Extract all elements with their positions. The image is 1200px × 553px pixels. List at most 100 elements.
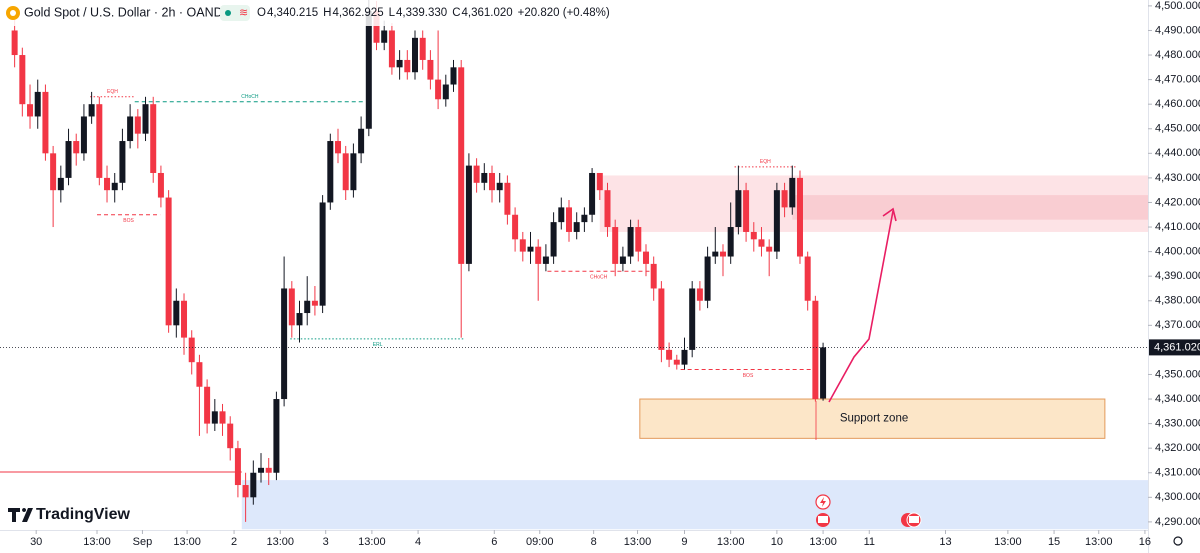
candle-body (119, 141, 126, 183)
y-tick-label: 4,500.000 (1155, 0, 1200, 12)
candle-body (396, 59, 403, 68)
ohlc-key: O (257, 7, 266, 19)
candle-body (165, 197, 172, 326)
x-tick-label: 9 (681, 536, 687, 548)
candle-body (96, 104, 103, 178)
x-tick-label: 30 (30, 536, 42, 548)
level-label: EQH (107, 89, 118, 95)
candle-body (404, 59, 411, 73)
candle-body (311, 300, 318, 306)
x-tick-label: 16 (1139, 536, 1151, 548)
x-tick-label: 15 (1048, 536, 1060, 548)
candle-body (458, 67, 465, 264)
candle-body (820, 347, 827, 399)
x-tick-label: 13:00 (809, 536, 837, 548)
candle-body (134, 116, 141, 134)
y-tick-label: 4,440.000 (1155, 147, 1200, 159)
zone (241, 480, 1148, 530)
candle-body (173, 300, 180, 326)
candle-body (319, 202, 326, 306)
candle-body (488, 172, 496, 191)
candle-body (473, 165, 480, 183)
symbol-title[interactable]: Gold Spot / U.S. Dollar · 2h · OANDA (24, 5, 232, 19)
candle-body (412, 37, 419, 73)
level-label: CHoCH (590, 275, 608, 281)
x-tick-label: 13:00 (83, 536, 111, 548)
last-price-label: 4,361.020 (1154, 341, 1200, 353)
y-tick-label: 4,320.000 (1155, 442, 1200, 454)
x-tick-label: Sep (133, 536, 153, 548)
zone (792, 195, 1148, 220)
x-tick-label: 10 (771, 536, 783, 548)
ohlc-key: L (389, 7, 396, 19)
candle-body (727, 227, 734, 257)
candle-body (681, 349, 688, 365)
candle-body (535, 246, 542, 264)
candle-body (450, 67, 457, 85)
candle-body (627, 227, 634, 257)
status-badge[interactable] (220, 5, 250, 21)
candle-body (796, 177, 803, 257)
projection-arrow (828, 210, 894, 403)
candle-body (304, 300, 311, 314)
x-tick-label: 11 (864, 536, 875, 548)
candle-body (750, 231, 757, 240)
candle-body (57, 177, 64, 191)
x-tick-label: 6 (491, 536, 497, 548)
candle-body (258, 467, 265, 473)
y-tick-label: 4,300.000 (1155, 491, 1200, 503)
candle-body (350, 153, 357, 191)
header-bg (0, 0, 570, 26)
candle-body (127, 116, 134, 142)
x-tick-label: 13:00 (624, 536, 652, 548)
candle-body (427, 59, 434, 80)
y-tick-label: 4,450.000 (1155, 123, 1200, 135)
x-tick-label: 8 (591, 536, 597, 548)
candle-body (596, 172, 603, 191)
candle-body (388, 30, 395, 68)
candle-body (342, 153, 349, 191)
candle-body (211, 411, 218, 424)
candle-body (589, 172, 596, 215)
y-tick-label: 4,420.000 (1155, 196, 1200, 208)
price-change: +20.820 (+0.48%) (518, 7, 610, 19)
ohlc-value: 4,339.330 (396, 7, 447, 19)
candle-body (527, 246, 534, 252)
ohlc-value: 4,362.925 (332, 7, 383, 19)
y-tick-label: 4,400.000 (1155, 246, 1200, 258)
candle-body (804, 256, 811, 301)
candle-body (635, 227, 642, 252)
y-tick-label: 4,490.000 (1155, 24, 1200, 36)
candle-body (766, 246, 773, 252)
candle-body (204, 386, 211, 424)
candle-body (227, 423, 234, 449)
watermark: TradingView (36, 506, 131, 523)
candle-body (812, 300, 819, 400)
candle-body (365, 10, 372, 129)
candle-body (157, 172, 164, 198)
candle-body (558, 207, 565, 223)
event-icon-bolt (820, 497, 826, 507)
arrow-head (882, 207, 897, 222)
plot-area: Support zone EQH CHoCH BOS ERL CHoCH BOS EQH (0, 0, 1148, 530)
symbol-logo-inner (10, 10, 16, 16)
event-flag-inner (909, 516, 919, 523)
x-tick-label: 13:00 (266, 536, 294, 548)
status-dot (225, 10, 231, 16)
candle-body (542, 256, 549, 264)
candle-body (435, 79, 442, 100)
candle-body (80, 116, 87, 154)
candle-body (327, 141, 334, 203)
settings-icon[interactable] (1173, 536, 1183, 546)
status-icon: ≋ (239, 7, 248, 19)
y-tick-label: 4,340.000 (1155, 393, 1200, 405)
candle-body (34, 91, 41, 117)
candle-body (581, 214, 588, 223)
candle-body (19, 55, 26, 105)
candle-body (358, 128, 365, 154)
candle-body (712, 251, 719, 257)
candle-body (142, 104, 149, 134)
candle-body (335, 141, 342, 154)
